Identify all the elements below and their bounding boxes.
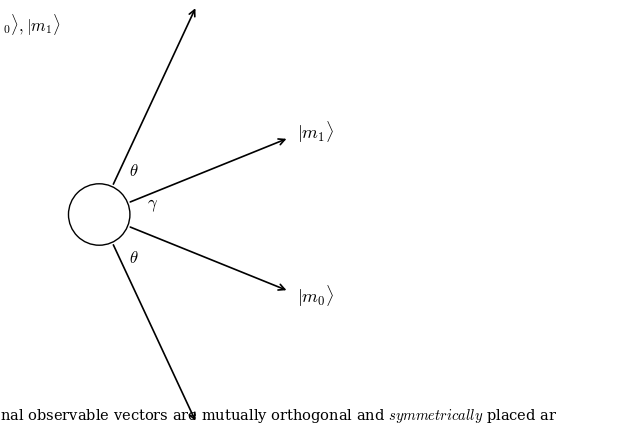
Text: nal observable vectors are mutually orthogonal and $\mathit{symmetrically}$ plac: nal observable vectors are mutually orth… bbox=[0, 407, 557, 425]
Text: $\theta$: $\theta$ bbox=[129, 163, 138, 181]
Text: $\gamma$: $\gamma$ bbox=[147, 197, 158, 214]
Text: $|m_1\rangle$: $|m_1\rangle$ bbox=[297, 120, 334, 145]
Text: $|m_0\rangle$: $|m_0\rangle$ bbox=[297, 284, 334, 309]
Text: $\theta$: $\theta$ bbox=[129, 250, 138, 267]
Text: $_0\rangle, |m_1\rangle$: $_0\rangle, |m_1\rangle$ bbox=[3, 13, 61, 38]
